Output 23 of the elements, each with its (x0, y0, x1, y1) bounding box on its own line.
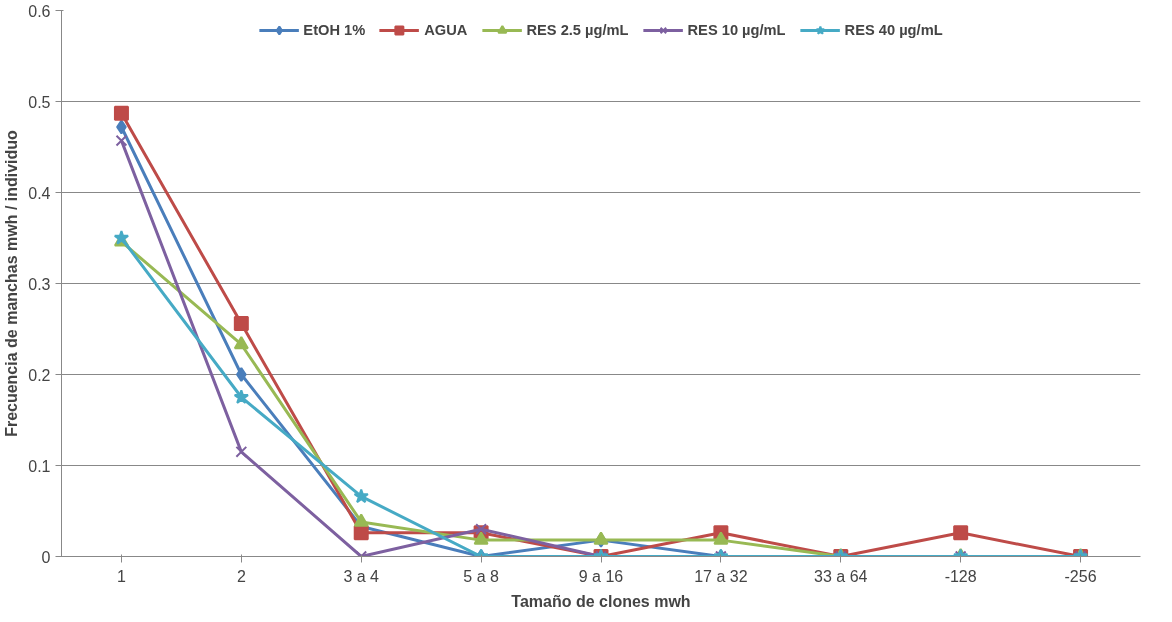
y-tick-label: 0 (41, 548, 51, 566)
y-tick-label: 0.2 (28, 366, 51, 384)
y-tick-label: 0.4 (28, 184, 51, 202)
legend-label: EtOH 1% (303, 22, 366, 38)
y-tick-label: 0.6 (28, 2, 51, 20)
x-tick-label: -128 (944, 567, 977, 585)
x-tick-label: 17 a 32 (694, 567, 748, 585)
y-tick-label: 0.1 (28, 457, 51, 475)
legend-label: RES 10 µg/mL (687, 22, 786, 38)
x-tick-label: 2 (236, 567, 246, 585)
x-tick-label: -256 (1064, 567, 1097, 585)
legend-label: RES 2.5 µg/mL (526, 22, 629, 38)
x-axis-title: Tamaño de clones mwh (511, 592, 691, 610)
x-tick-label: 1 (117, 567, 126, 585)
x-tick-label: 33 a 64 (814, 567, 868, 585)
y-tick-label: 0.3 (28, 275, 51, 293)
x-tick-label: 9 a 16 (578, 567, 624, 585)
y-axis-title: Frecuencia de manchas mwh / individuo (3, 129, 21, 437)
legend-label: RES 40 µg/mL (844, 22, 943, 38)
y-tick-label: 0.5 (28, 93, 51, 111)
x-tick-label: 3 a 4 (343, 567, 380, 585)
x-tick-label: 5 a 8 (463, 567, 500, 585)
legend-label: AGUA (424, 22, 468, 38)
